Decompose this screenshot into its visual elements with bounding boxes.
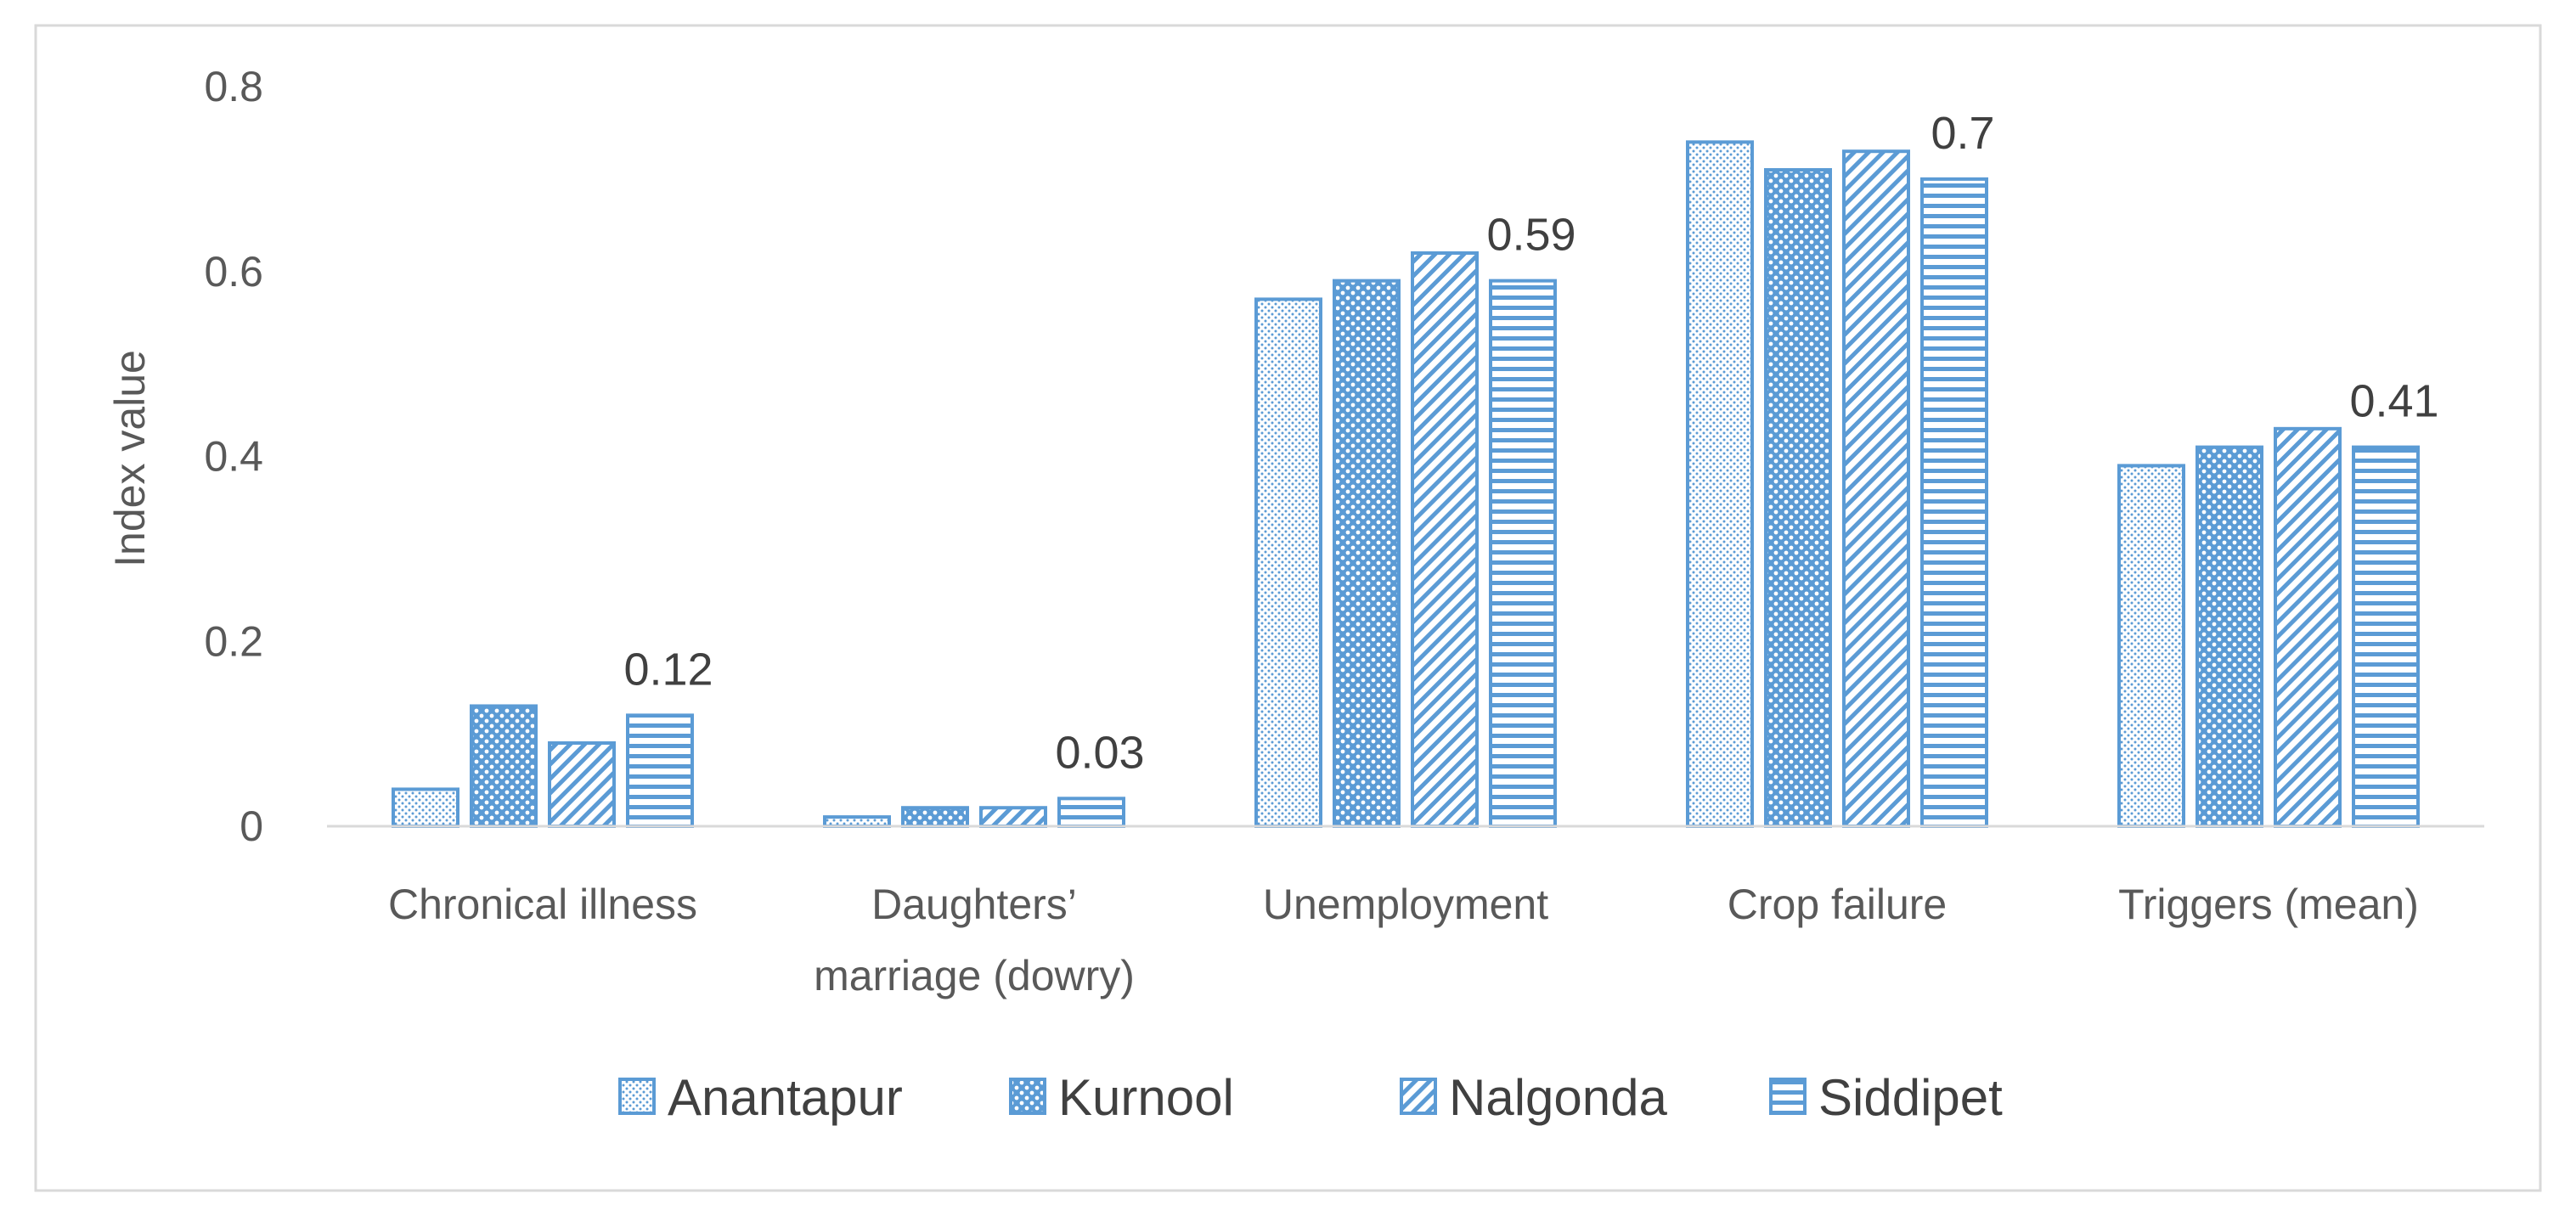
legend-swatch	[1009, 1078, 1046, 1115]
x-category-label: Chronical illness	[388, 881, 697, 928]
bar-siddipet	[2352, 445, 2420, 828]
bar-kurnool	[1333, 279, 1401, 828]
data-label: 0.03	[1055, 727, 1144, 778]
data-label: 0.41	[2349, 376, 2438, 427]
y-tick-label: 0.6	[204, 248, 263, 296]
y-axis: 0 0.2 0.4 0.6 0.8	[204, 63, 263, 850]
y-tick-label: 0.2	[204, 617, 263, 665]
bar-kurnool	[1764, 167, 1832, 829]
bar-nalgonda	[2274, 426, 2342, 828]
bar-nalgonda	[1842, 149, 1910, 828]
bar-siddipet	[1920, 177, 1988, 828]
bar-kurnool	[901, 806, 969, 828]
bar-anantapur	[392, 787, 459, 829]
bar-nalgonda	[1411, 251, 1479, 829]
bar-siddipet	[1057, 797, 1125, 829]
x-category-label: marriage (dowry)	[814, 952, 1135, 999]
x-category-label: Daughters’	[871, 881, 1077, 928]
x-category-label: Unemployment	[1263, 881, 1548, 928]
bar-siddipet	[1489, 279, 1557, 828]
legend: Anantapur Kurnool Nalgonda Siddipet	[618, 1069, 2003, 1126]
data-labels: 0.12 0.03 0.59 0.7 0.41	[623, 108, 2438, 778]
bar-kurnool	[2196, 445, 2263, 828]
legend-label: Siddipet	[1818, 1069, 2003, 1126]
bar-nalgonda	[979, 806, 1047, 828]
data-label: 0.7	[1931, 108, 1994, 159]
legend-label: Kurnool	[1058, 1069, 1234, 1126]
category-labels: Chronical illness Daughters’ marriage (dow…	[388, 881, 2419, 999]
bar-anantapur	[1254, 297, 1322, 829]
y-axis-title: Index value	[106, 350, 154, 567]
bar-kurnool	[470, 704, 538, 829]
data-label: 0.12	[623, 644, 713, 695]
legend-swatch	[618, 1078, 656, 1115]
legend-label: Anantapur	[668, 1069, 903, 1126]
bar-anantapur	[1686, 140, 1754, 828]
legend-label: Nalgonda	[1449, 1069, 1668, 1126]
bar-nalgonda	[548, 741, 616, 829]
data-label: 0.59	[1486, 210, 1575, 261]
bar-anantapur	[823, 815, 891, 828]
bar-anantapur	[2117, 464, 2185, 828]
legend-item-anantapur: Anantapur	[618, 1069, 903, 1126]
legend-item-siddipet: Siddipet	[1769, 1069, 2003, 1126]
x-category-label: Triggers (mean)	[2118, 881, 2419, 928]
legend-item-kurnool: Kurnool	[1009, 1069, 1234, 1126]
legend-item-nalgonda: Nalgonda	[1400, 1069, 1668, 1126]
y-tick-label: 0	[240, 802, 263, 850]
y-tick-label: 0.4	[204, 433, 263, 481]
y-tick-label: 0.8	[204, 63, 263, 110]
legend-swatch	[1769, 1078, 1807, 1115]
x-category-label: Crop failure	[1728, 881, 1947, 928]
legend-swatch	[1400, 1078, 1437, 1115]
bar-siddipet	[626, 713, 694, 828]
